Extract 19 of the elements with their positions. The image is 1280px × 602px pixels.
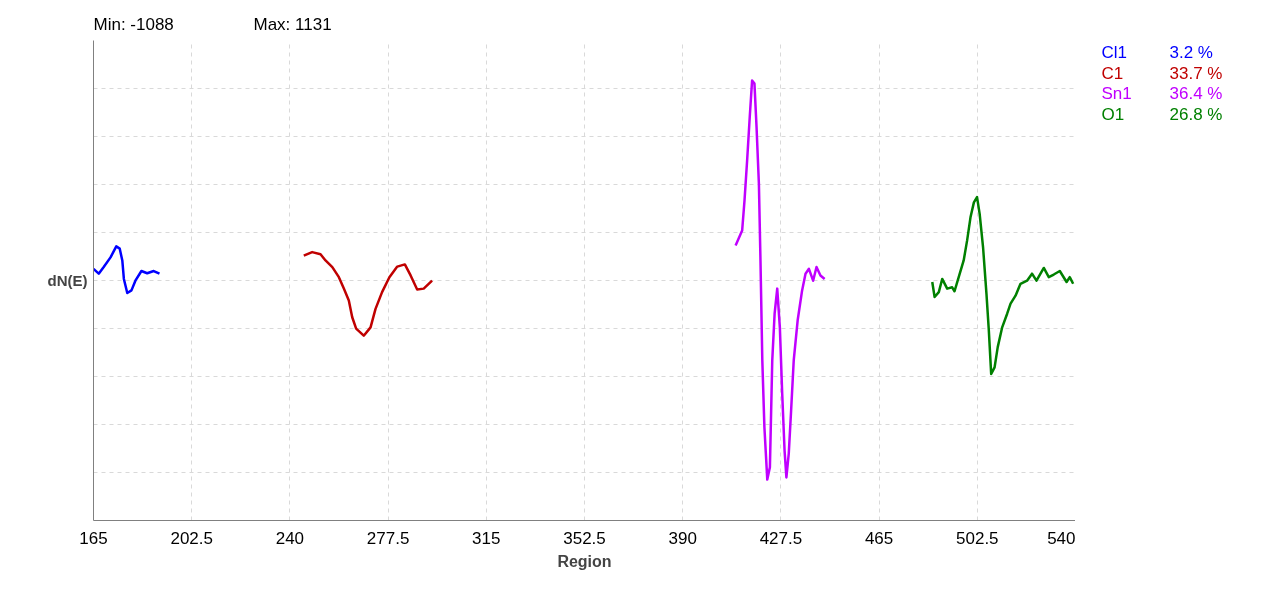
text: O1 26.8 % [1101, 104, 1223, 124]
x-tick-label: 465 [864, 528, 894, 548]
text: C1 33.7 % [1101, 63, 1223, 83]
x-axis-title: Region [557, 552, 612, 570]
x-tick-label: 202.5 [170, 528, 213, 548]
text: Cl1 3.2 % [1101, 43, 1213, 62]
x-tick-label: 427.5 [759, 528, 803, 548]
x-tick-label: 315 [472, 528, 501, 548]
y-axis-title: dN(E) [47, 272, 88, 289]
x-tick-label: 390 [668, 528, 697, 548]
x-tick-label: 240 [275, 528, 305, 548]
text: Sn1 36.4 % [1101, 84, 1223, 104]
text: Min: -1088 [93, 15, 174, 34]
x-tick-label: 540 [1047, 528, 1076, 548]
x-tick-label: 502.5 [956, 528, 999, 548]
x-tick-label: 352.5 [563, 528, 606, 548]
text: Max: 1131 [253, 15, 332, 34]
x-tick-label: 277.5 [366, 528, 410, 548]
x-tick-label: 165 [79, 528, 108, 548]
